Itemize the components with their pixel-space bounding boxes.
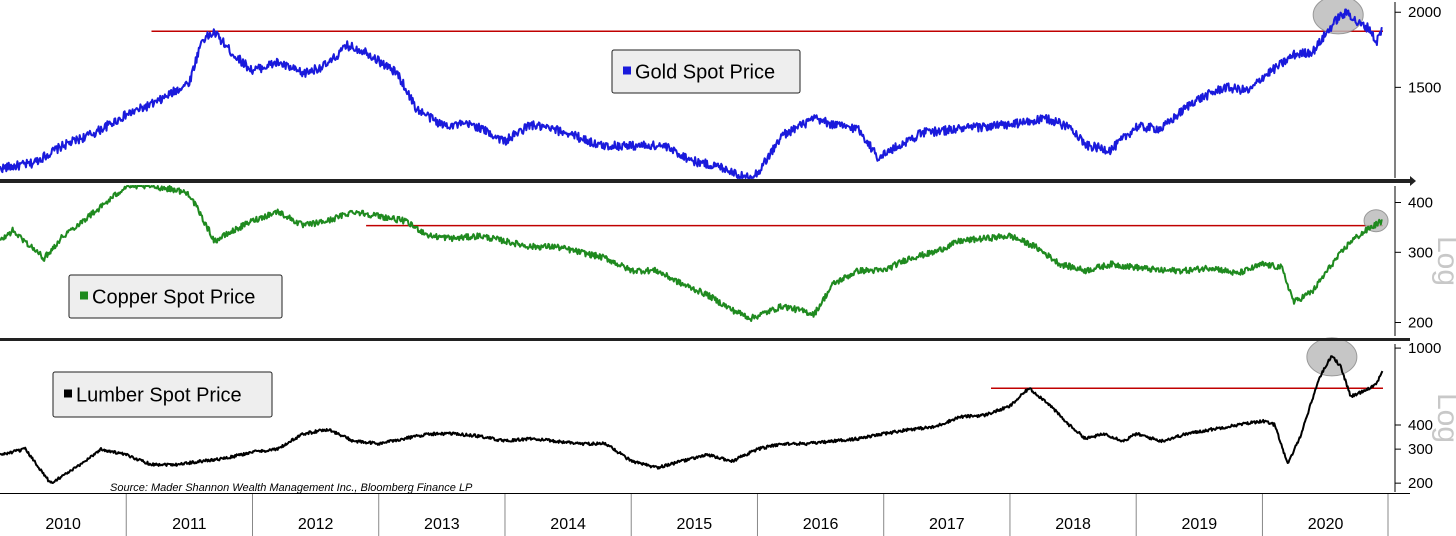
copper-series-line <box>0 185 1383 322</box>
copper-legend-swatch <box>80 291 88 300</box>
x-tick-label: 2015 <box>677 516 713 533</box>
lumber-y-tick-label: 200 <box>1408 475 1433 492</box>
lumber-legend-swatch <box>64 389 72 398</box>
lumber-series-line <box>0 355 1384 484</box>
x-axis-baseline <box>0 493 1410 494</box>
copper-axis-label: Log <box>1431 236 1456 286</box>
x-tick-label: 2013 <box>424 516 460 533</box>
lumber-legend-label: Lumber Spot Price <box>76 385 242 407</box>
x-tick-label: 2014 <box>550 516 586 533</box>
panel-separator <box>0 179 1410 183</box>
copper-y-tick-label: 200 <box>1408 315 1433 332</box>
x-tick-label: 2011 <box>172 516 207 533</box>
gold-y-tick-label: 1500 <box>1408 79 1441 96</box>
lumber-legend: Lumber Spot Price <box>52 371 273 418</box>
copper-panel: 200 300 400 Log Copper Spot Price <box>0 185 1456 336</box>
copper-y-tick-label: 400 <box>1408 195 1433 212</box>
gold-legend-swatch <box>623 66 631 75</box>
x-tick-label: 2020 <box>1308 516 1344 533</box>
panel-separator <box>0 338 1410 341</box>
gold-panel: 1500 2000 Gold Spot Price <box>0 0 1441 179</box>
gold-series-line <box>0 8 1383 179</box>
separator-arrow <box>1410 176 1416 186</box>
x-tick-label: 2010 <box>45 516 81 533</box>
gold-y-tick-label: 2000 <box>1408 4 1441 21</box>
x-tick-label: 2016 <box>803 516 839 533</box>
lumber-y-tick-label: 400 <box>1408 417 1433 434</box>
gold-legend-label: Gold Spot Price <box>635 62 775 84</box>
lumber-y-tick-label: 1000 <box>1408 340 1441 357</box>
x-tick-label: 2018 <box>1055 516 1091 533</box>
copper-legend: Copper Spot Price <box>68 274 283 319</box>
copper-y-tick-label: 300 <box>1408 244 1433 261</box>
lumber-panel: 200 300 400 1000 Log Lumber Spot Price <box>0 337 1456 492</box>
gold-legend: Gold Spot Price <box>611 49 801 94</box>
copper-legend-label: Copper Spot Price <box>92 287 255 309</box>
x-tick-label: 2017 <box>929 516 965 533</box>
x-axis: 2010 2011 2012 2013 2014 2015 2016 2017 2018 2019… <box>45 494 1389 536</box>
lumber-axis-label: Log <box>1431 393 1456 443</box>
x-tick-label: 2012 <box>298 516 334 533</box>
x-tick-label: 2019 <box>1182 516 1218 533</box>
source-note: Source: Mader Shannon Wealth Management … <box>110 482 473 494</box>
lumber-y-tick-label: 300 <box>1408 441 1433 458</box>
